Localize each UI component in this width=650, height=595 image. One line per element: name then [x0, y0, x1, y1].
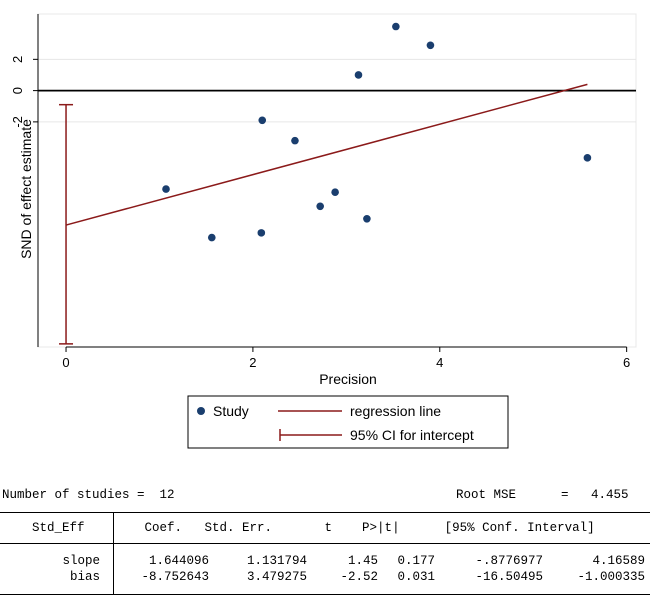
number-of-studies: Number of studies = 12: [2, 488, 175, 502]
study-point: [392, 22, 400, 31]
legend-study-label: Study: [213, 403, 249, 419]
row-t: -2.52: [340, 570, 378, 584]
x-tick-label: 2: [249, 355, 256, 370]
row-se: 1.131794: [246, 554, 307, 568]
regression-line: [65, 83, 588, 226]
x-tick-label: 6: [623, 355, 630, 370]
y-tick-label: -2: [10, 116, 25, 128]
study-point: [162, 185, 170, 193]
study-point: [583, 154, 592, 162]
table-top-rule: [0, 512, 650, 513]
row-p: 0.031: [397, 570, 435, 584]
study-point: [363, 215, 371, 223]
table-header: Std_Eff Coef. Std. Err. t P>|t| [95% Con…: [2, 521, 595, 535]
funnel-regression-chart: 2 0 -2 0 2 4 6 Precision SND of effect estimat…: [10, 13, 637, 449]
study-point: [316, 202, 324, 211]
study-point: [258, 116, 267, 125]
legend-ci-label: 95% CI for intercept: [350, 427, 474, 443]
legend: Study regression line 95% CI for interce…: [187, 395, 509, 449]
regression-results: Number of studies = 12 Root MSE = 4.455 …: [0, 478, 650, 595]
plot-area: [37, 13, 637, 348]
row-ci-low: -.8776977: [475, 554, 543, 568]
y-tick-label: 0: [10, 87, 25, 94]
x-axis-title: Precision: [319, 371, 377, 387]
axes: 2 0 -2 0 2 4 6: [10, 14, 630, 370]
row-coef: 1.644096: [148, 554, 209, 568]
y-tick-label: 2: [10, 56, 25, 63]
legend-regression-label: regression line: [350, 403, 441, 419]
x-tick-label: 4: [436, 355, 443, 370]
row-name: bias: [69, 570, 100, 584]
root-mse: Root MSE = 4.455: [456, 488, 629, 502]
study-point: [291, 136, 299, 145]
study-point: [331, 188, 339, 197]
study-point: [257, 229, 266, 237]
ci-bar: [59, 103, 74, 345]
row-ci-low: -16.50495: [475, 570, 543, 584]
y-axis-title: SND of effect estimate: [18, 119, 34, 259]
regression-layer: [38, 83, 636, 226]
table-header-rule: [0, 543, 650, 544]
legend-study-marker: [197, 407, 205, 415]
study-point: [354, 71, 363, 79]
row-ci-high: -1.000335: [577, 570, 645, 584]
points-layer: [162, 22, 592, 242]
row-se: 3.479275: [246, 570, 307, 584]
row-t: 1.45: [347, 554, 378, 568]
study-point: [207, 233, 216, 242]
row-p: 0.177: [397, 554, 435, 568]
row-coef: -8.752643: [141, 570, 209, 584]
row-name: slope: [62, 554, 100, 568]
table-divider: [113, 512, 114, 595]
legend-box: [187, 395, 509, 449]
x-tick-label: 0: [62, 355, 69, 370]
study-point: [426, 41, 435, 50]
row-ci-high: 4.16589: [592, 554, 645, 568]
